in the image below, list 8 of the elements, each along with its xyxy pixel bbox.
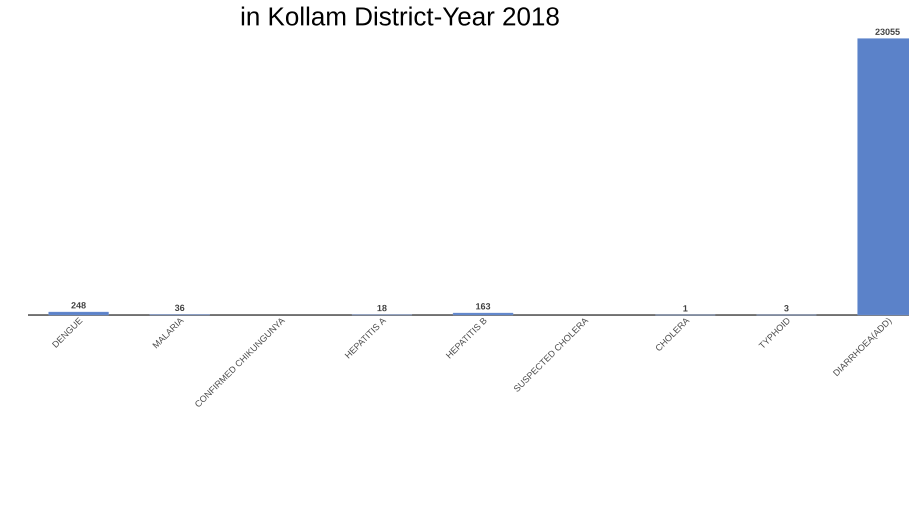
data-label: 36 (174, 304, 184, 312)
data-label: 163 (476, 303, 490, 310)
data-label: 3 (784, 305, 789, 312)
chart-title: in Kollam District-Year 2018 (242, 6, 559, 26)
data-label: 23055 (875, 28, 900, 35)
data-label: 1 (683, 305, 688, 312)
data-label: 248 (71, 302, 86, 308)
data-label: 18 (377, 304, 387, 312)
